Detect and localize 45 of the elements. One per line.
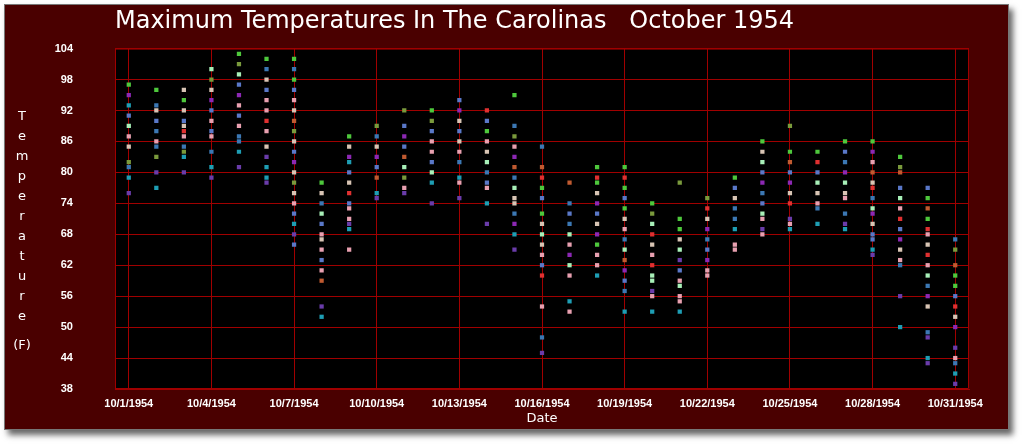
y-tick-label: 104 — [54, 41, 74, 54]
x-tick-label: 10/31/1954 — [927, 396, 984, 409]
y-tick-label: 56 — [60, 289, 73, 302]
y-tick-label: 50 — [60, 320, 73, 333]
point — [264, 108, 269, 113]
point — [264, 98, 269, 103]
y-tick-label: 62 — [60, 258, 73, 271]
point — [126, 175, 131, 180]
y-tick-label: 80 — [60, 165, 73, 178]
y-tick-label: 68 — [60, 227, 73, 240]
x-tick-label: 10/7/1954 — [269, 396, 320, 409]
x-tick-label: 10/1/1954 — [104, 396, 155, 409]
point — [650, 273, 655, 278]
x-tick-label: 10/13/1954 — [431, 396, 488, 409]
point — [512, 123, 517, 129]
point — [319, 247, 324, 252]
point — [319, 268, 324, 273]
y-tick-label: 44 — [60, 351, 74, 364]
y-tick-label: 38 — [60, 382, 73, 395]
y-tick-label: 86 — [60, 134, 73, 147]
point — [622, 206, 627, 211]
point — [512, 175, 517, 180]
y-tick-label: 74 — [60, 196, 74, 209]
point — [567, 273, 572, 278]
point — [154, 144, 159, 149]
x-tick-label: 10/16/1954 — [514, 396, 571, 409]
point — [347, 206, 352, 211]
point — [319, 232, 324, 237]
x-axis-title: Date — [525, 410, 559, 425]
point — [512, 211, 517, 216]
x-tick-label: 10/19/1954 — [597, 396, 654, 409]
point — [594, 242, 600, 247]
point — [264, 129, 269, 134]
x-tick-label: 10/22/1954 — [679, 396, 736, 409]
x-tick-label: 10/28/1954 — [845, 396, 901, 409]
point — [567, 242, 572, 247]
x-tick-label: 10/10/1954 — [349, 396, 406, 409]
point — [567, 309, 572, 314]
point — [181, 108, 186, 113]
x-tick-label: 10/4/1954 — [186, 396, 237, 409]
x-tick-label: 10/25/1954 — [762, 396, 819, 409]
y-tick-label: 98 — [60, 72, 73, 85]
y-tick-label: 92 — [60, 103, 73, 116]
chart-title: Maximum Temperatures In The Carolinas October 1954 — [115, 6, 795, 34]
y-axis-title: Temperature (F) — [12, 108, 32, 352]
